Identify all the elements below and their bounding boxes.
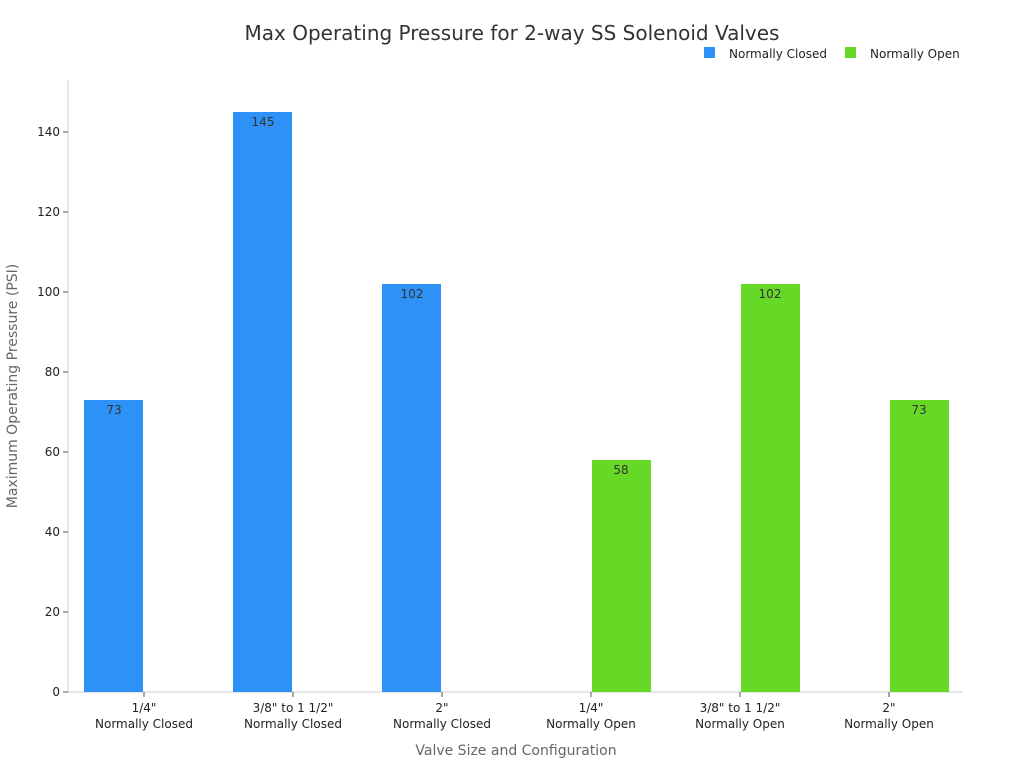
legend-swatch-normally-closed: [704, 47, 715, 58]
x-axis-ticks: 1/4" Normally Closed 3/8" to 1 1/2" Normall…: [95, 692, 934, 731]
legend-swatch-normally-open: [845, 47, 856, 58]
bar-normally-closed: [233, 112, 292, 692]
legend-label-normally-closed: Normally Closed: [729, 47, 827, 61]
bar-value-label: 102: [759, 287, 782, 301]
bar-labels: 73 145 102 58 102 73: [106, 115, 926, 477]
bar-value-label: 58: [613, 463, 628, 477]
y-tick-label: 80: [45, 365, 60, 379]
bars: [84, 112, 949, 692]
chart-title: Max Operating Pressure for 2-way SS Sole…: [245, 21, 780, 45]
x-tick-label: 1/4" Normally Closed: [95, 701, 193, 731]
y-tick-label: 60: [45, 445, 60, 459]
bar-normally-open: [890, 400, 949, 692]
bar-normally-closed: [84, 400, 143, 692]
x-tick-label: 3/8" to 1 1/2" Normally Open: [695, 701, 785, 731]
y-axis-ticks: 0 20 40 60 80 100 120 140: [37, 125, 68, 699]
x-tick-label: 2" Normally Open: [844, 701, 934, 731]
bar-normally-open: [592, 460, 651, 692]
x-tick-label: 3/8" to 1 1/2" Normally Closed: [244, 701, 342, 731]
legend: Normally Closed Normally Open: [704, 47, 960, 61]
y-tick-label: 40: [45, 525, 60, 539]
y-tick-label: 20: [45, 605, 60, 619]
y-axis-label: Maximum Operating Pressure (PSI): [5, 264, 21, 509]
x-axis-label: Valve Size and Configuration: [415, 743, 616, 759]
y-tick-label: 120: [37, 205, 60, 219]
bar-value-label: 145: [252, 115, 275, 129]
x-tick-label: 2" Normally Closed: [393, 701, 491, 731]
legend-label-normally-open: Normally Open: [870, 47, 960, 61]
bar-normally-closed: [382, 284, 441, 692]
bar-value-label: 73: [106, 403, 121, 417]
y-tick-label: 0: [52, 685, 60, 699]
y-tick-label: 100: [37, 285, 60, 299]
bar-normally-open: [741, 284, 800, 692]
y-tick-label: 140: [37, 125, 60, 139]
x-tick-label: 1/4" Normally Open: [546, 701, 636, 731]
bar-value-label: 73: [911, 403, 926, 417]
bar-value-label: 102: [401, 287, 424, 301]
